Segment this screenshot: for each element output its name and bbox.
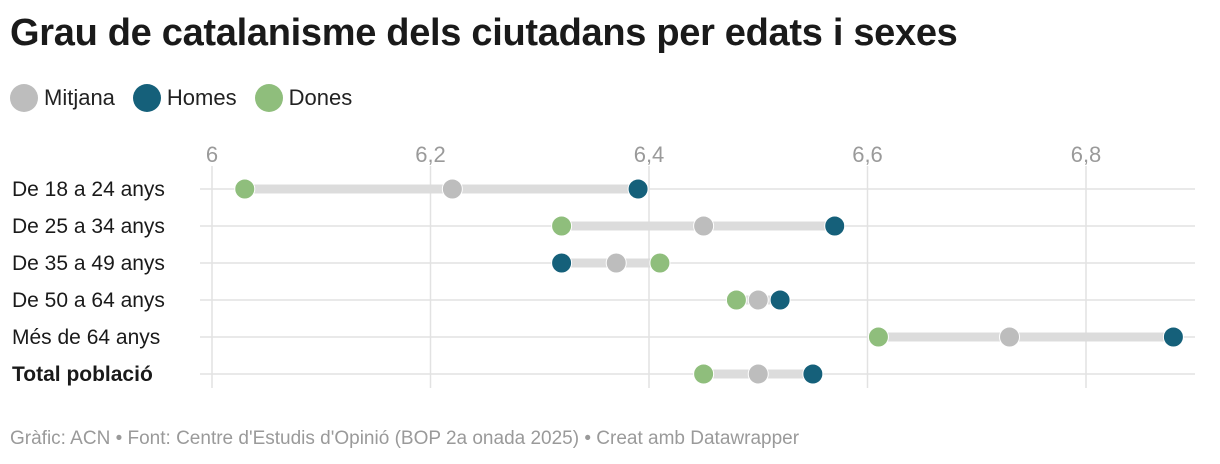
- x-tick-label: 6: [206, 142, 218, 167]
- dot-mitjana: [747, 363, 769, 385]
- legend-item-mitjana: Mitjana: [10, 84, 115, 112]
- dot-homes: [627, 178, 649, 200]
- chart-title: Grau de catalanisme dels ciutadans per e…: [10, 12, 958, 54]
- dot-dones: [649, 252, 671, 274]
- row-label: De 35 a 49 anys: [12, 252, 165, 275]
- legend-swatch-dones: [254, 84, 283, 112]
- legend-label-dones: Dones: [288, 85, 353, 110]
- dot-range-chart: 6 6,2 6,4 6,6 6,8 De 18 a 24 anys De 25 a 34 a…: [12, 142, 1195, 388]
- row-label: Total població: [12, 363, 153, 386]
- dot-dones: [551, 215, 573, 237]
- dot-mitjana: [747, 289, 769, 311]
- x-tick-label: 6,4: [634, 142, 665, 167]
- x-tick-label: 6,2: [415, 142, 446, 167]
- dot-mitjana: [693, 215, 715, 237]
- legend-swatch-mitjana: [10, 84, 38, 112]
- dot-homes: [824, 215, 846, 237]
- x-tick-label: 6,8: [1071, 142, 1102, 167]
- legend-swatch-homes: [132, 84, 161, 112]
- row-label: De 18 a 24 anys: [12, 178, 165, 201]
- chart-footer: Gràfic: ACN • Font: Centre d'Estudis d'O…: [10, 428, 800, 449]
- dot-mitjana: [441, 178, 463, 200]
- row-label: De 50 a 64 anys: [12, 289, 165, 312]
- dot-dones: [693, 363, 715, 385]
- chart-legend: Mitjana Homes Dones: [10, 84, 370, 112]
- legend-item-homes: Homes: [132, 84, 237, 112]
- row-label: De 25 a 34 anys: [12, 215, 165, 238]
- dot-dones: [867, 326, 889, 348]
- row-label: Més de 64 anys: [12, 326, 160, 349]
- legend-item-dones: Dones: [254, 84, 353, 112]
- dot-mitjana: [999, 326, 1021, 348]
- dot-mitjana: [605, 252, 627, 274]
- x-tick-label: 6,6: [852, 142, 883, 167]
- dot-homes: [551, 252, 573, 274]
- dot-homes: [1162, 326, 1184, 348]
- dot-homes: [769, 289, 791, 311]
- dot-dones: [234, 178, 256, 200]
- dot-dones: [725, 289, 747, 311]
- dot-homes: [802, 363, 824, 385]
- legend-label-homes: Homes: [166, 85, 237, 110]
- legend-label-mitjana: Mitjana: [44, 85, 115, 110]
